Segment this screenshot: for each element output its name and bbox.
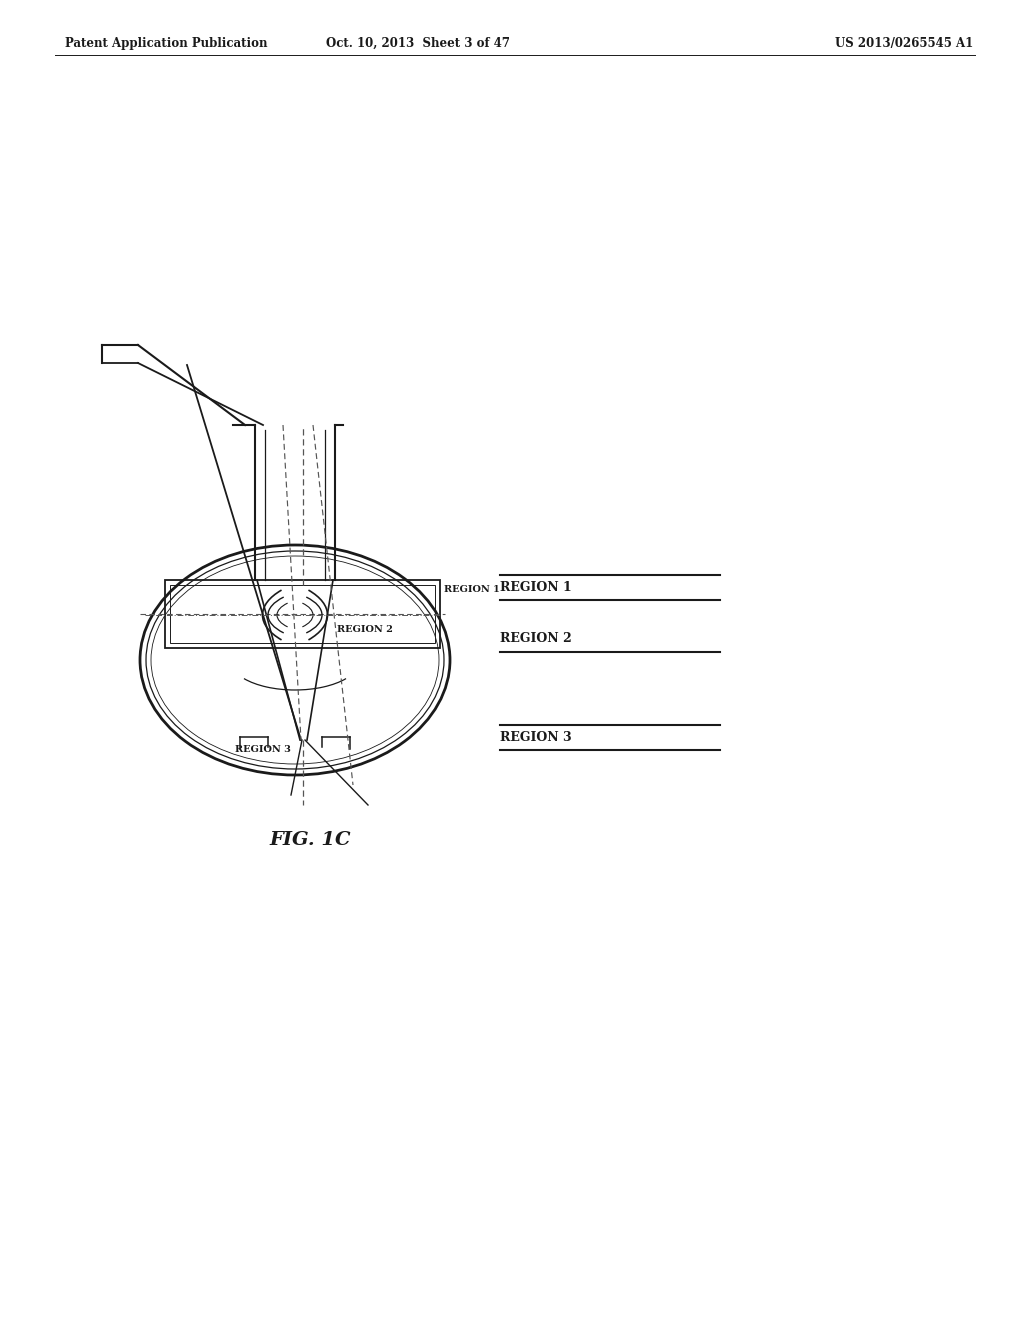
Text: Patent Application Publication: Patent Application Publication <box>65 37 267 50</box>
Bar <box>170 585 435 643</box>
Bar <box>165 579 440 648</box>
Text: REGION 1: REGION 1 <box>444 586 500 594</box>
Text: REGION 3: REGION 3 <box>500 731 571 744</box>
Text: FIG. 1C: FIG. 1C <box>269 832 351 849</box>
Text: REGION 1: REGION 1 <box>500 581 571 594</box>
Text: REGION 2: REGION 2 <box>337 624 393 634</box>
Text: Oct. 10, 2013  Sheet 3 of 47: Oct. 10, 2013 Sheet 3 of 47 <box>326 37 510 50</box>
Text: REGION 3: REGION 3 <box>234 746 291 755</box>
Text: REGION 2: REGION 2 <box>500 632 571 645</box>
Text: US 2013/0265545 A1: US 2013/0265545 A1 <box>835 37 973 50</box>
